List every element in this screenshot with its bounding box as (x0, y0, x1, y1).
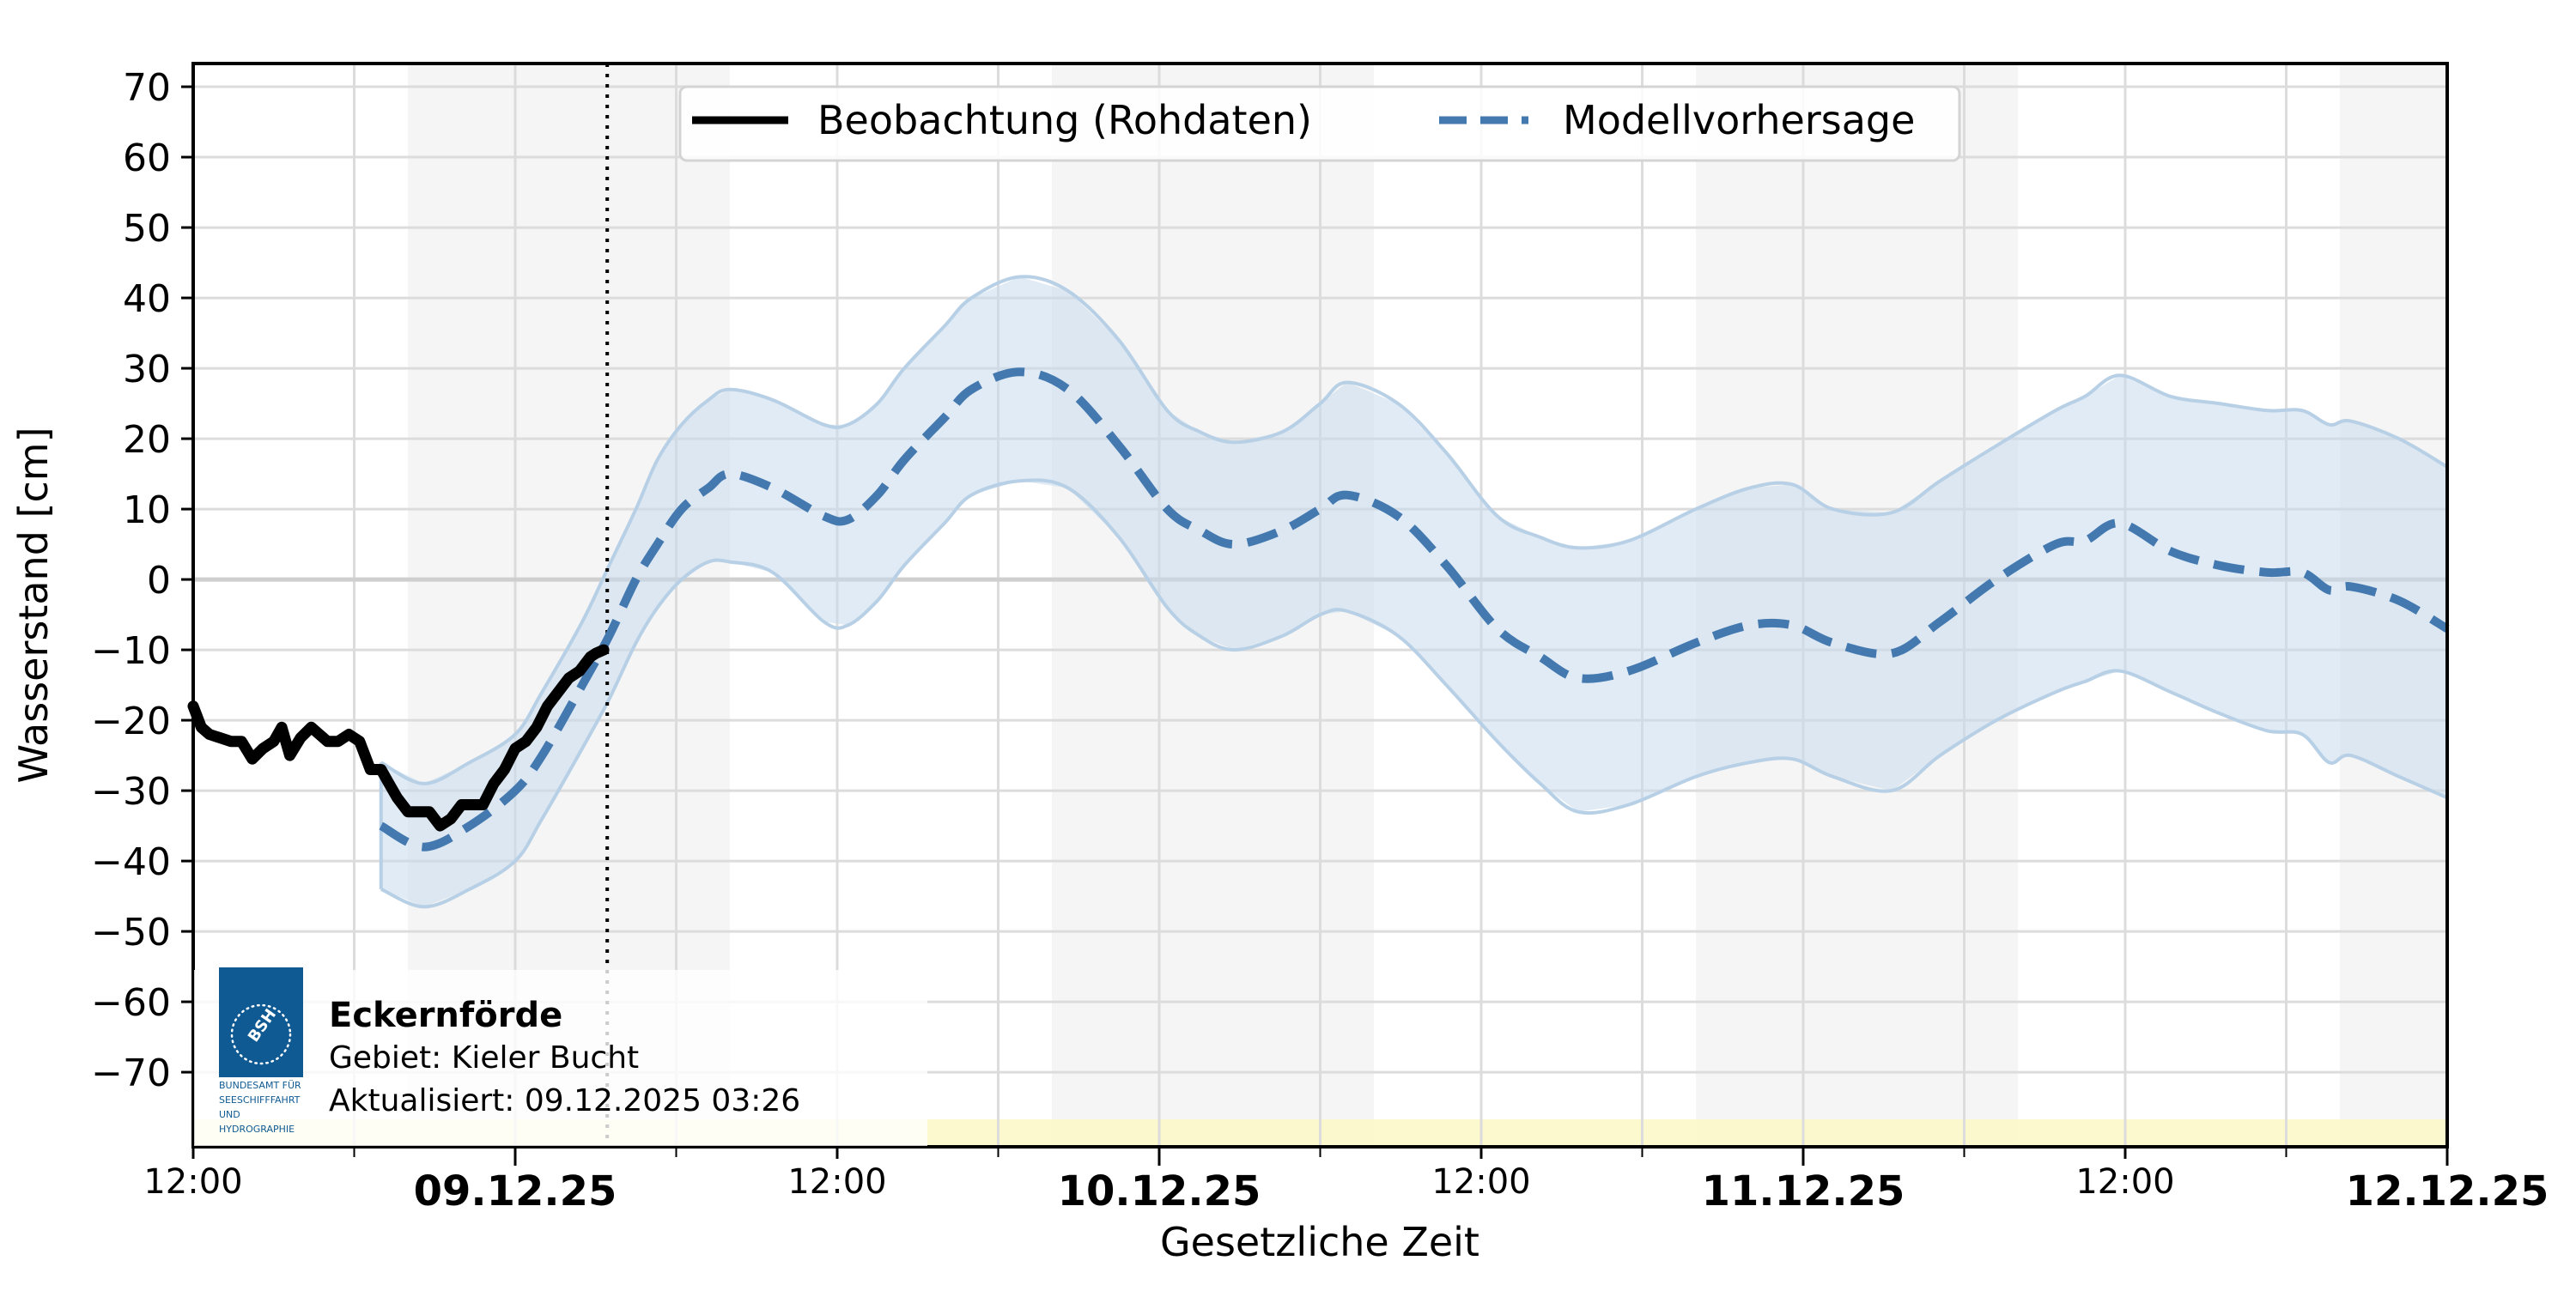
x-tick-date-label: 12.12.25 (2346, 1167, 2549, 1215)
y-tick-label: 30 (123, 348, 171, 391)
x-tick-time-label: 12:00 (787, 1162, 886, 1202)
legend-forecast-label: Modellvorhersage (1563, 97, 1915, 143)
x-tick-time-label: 12:00 (143, 1162, 242, 1202)
forecast-uncertainty-band (379, 275, 2449, 909)
forecast-path (379, 367, 2450, 852)
y-tick-label: 20 (123, 418, 171, 462)
y-tick-label: 50 (123, 207, 171, 251)
bsh-logo-line-1: BUNDESAMT FÜR (219, 1080, 301, 1091)
bsh-logo-line-4: HYDROGRAPHIE (219, 1124, 295, 1135)
y-tick-label: −70 (91, 1052, 171, 1095)
station-info-box: BSH BUNDESAMT FÜR SEESCHIFFFAHRT UND HYD… (194, 967, 927, 1146)
y-tick-label: 10 (123, 488, 171, 532)
bsh-logo-dotted-circle (230, 1003, 292, 1065)
y-tick-label: 0 (147, 559, 171, 603)
y-tick-label: −20 (91, 700, 171, 743)
x-axis-title: Gesetzliche Zeit (1160, 1219, 1479, 1265)
observation-path (187, 644, 610, 832)
legend: Beobachtung (Rohdaten) Modellvorhersage (678, 85, 1961, 162)
x-tick-time-label: 12:00 (2075, 1162, 2174, 1202)
x-axis-ticks: 12:00 09.12.25 12:00 10.12.25 12:00 11.12.25 1… (143, 1147, 2549, 1215)
legend-observation-label: Beobachtung (Rohdaten) (817, 97, 1312, 143)
uncertainty-fill (380, 276, 2447, 907)
uncertainty-lower-edge (380, 478, 2448, 909)
y-tick-label: 60 (123, 136, 171, 180)
bsh-logo-line-3: UND (219, 1109, 240, 1120)
y-axis-ticks: 70 60 50 40 30 20 10 0 −10 −20 −30 −40 −50 −60 −70 (91, 66, 193, 1095)
station-area: Gebiet: Kieler Bucht (329, 1040, 639, 1076)
x-tick-date-label: 09.12.25 (414, 1167, 617, 1215)
station-name: Eckernförde (329, 996, 562, 1035)
x-tick-date-label: 11.12.25 (1702, 1167, 1905, 1215)
bsh-logo: BSH BUNDESAMT FÜR SEESCHIFFFAHRT UND HYD… (219, 967, 303, 1135)
y-tick-label: 70 (123, 66, 171, 110)
forecast-line (379, 367, 2450, 852)
bsh-logo-square (219, 967, 303, 1077)
y-tick-label: −10 (91, 629, 171, 673)
bsh-logo-line-2: SEESCHIFFFAHRT (219, 1094, 301, 1106)
observation-line (187, 644, 610, 832)
x-tick-date-label: 10.12.25 (1058, 1167, 1261, 1215)
y-tick-label: −40 (91, 840, 171, 884)
info-box-background (194, 970, 927, 1146)
x-tick-time-label: 12:00 (1431, 1162, 1530, 1202)
y-tick-label: −50 (91, 911, 171, 955)
y-tick-label: −30 (91, 770, 171, 814)
legend-box (678, 85, 1961, 162)
y-tick-label: −60 (91, 981, 171, 1025)
uncertainty-upper-edge (380, 275, 2449, 785)
last-updated: Aktualisiert: 09.12.2025 03:26 (329, 1083, 800, 1118)
y-axis-title: Wasserstand [cm] (10, 427, 57, 783)
y-tick-label: 40 (123, 277, 171, 321)
